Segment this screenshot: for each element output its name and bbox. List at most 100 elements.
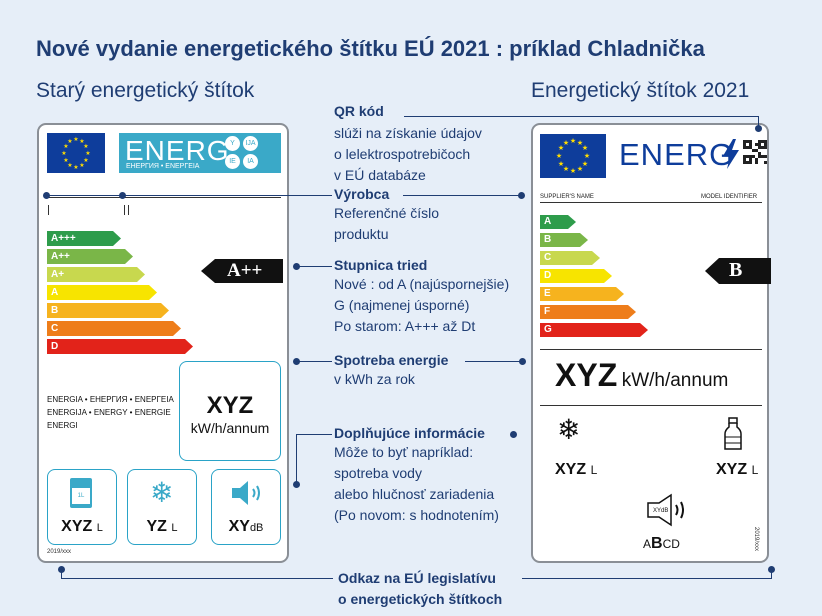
svg-text:★: ★ — [570, 167, 576, 175]
supplier-tick — [48, 205, 49, 215]
svg-text:★: ★ — [563, 165, 569, 173]
svg-text:★: ★ — [582, 160, 588, 168]
scale-class-label: A+ — [51, 269, 65, 280]
old-label-heading: Starý energetický štítok — [36, 79, 255, 102]
scale-bar-a: A — [540, 215, 576, 229]
lang-badge: Y — [225, 136, 240, 151]
old-consumption-value: XYZ — [206, 392, 254, 419]
noise-class-cd: CD — [662, 537, 680, 551]
scale-class-label: F — [544, 306, 551, 317]
milk-carton-icon: 1L — [70, 478, 92, 508]
unit: L — [171, 522, 178, 534]
callout-line: Nové : od A (najúspornejšie) — [334, 276, 510, 292]
value: XYZ — [555, 461, 587, 478]
callout-heading: Stupnica tried — [334, 257, 428, 273]
svg-text:★: ★ — [73, 164, 78, 171]
callout-line: Po starom: A+++ až Dt — [334, 318, 476, 334]
page-title: Nové vydanie energetického štítku EÚ 202… — [36, 36, 705, 61]
scale-class-label: B — [544, 234, 552, 245]
scale-class-label: A — [544, 216, 552, 227]
lightning-icon — [723, 139, 739, 175]
old-consumption-unit: kW/h/annum — [190, 420, 270, 436]
callout-qr: QR kód slúži na získanie údajov o lelekt… — [334, 103, 482, 186]
snowflake-icon: ❄ — [557, 414, 581, 445]
divider — [540, 405, 762, 406]
svg-text:★: ★ — [61, 150, 66, 157]
callout-heading: Doplňujúce informácie — [334, 425, 485, 441]
scale-bar-aplusplusplus: A+++ — [47, 231, 121, 246]
new-freezer-volume: XYZ L — [555, 461, 597, 479]
callout-line: o lelektrospotrebičoch — [334, 146, 471, 162]
old-noise-box: XYdB — [211, 469, 281, 545]
scale-bar-aplus: A+ — [47, 267, 145, 282]
svg-text:★: ★ — [63, 143, 68, 150]
callout-supplier: Výrobca Referenčné číslo produktu — [334, 186, 439, 245]
scale-class-label: C — [51, 323, 59, 334]
old-freezer-volume-box: ❄ YZ L — [127, 469, 197, 545]
scale-class-label: B — [51, 305, 59, 316]
new-fridge-volume: XYZ L — [716, 461, 758, 479]
scale-class-label: G — [544, 324, 552, 335]
energ-word: ENERG — [125, 135, 230, 166]
new-consumption: XYZ kW/h/annum — [555, 357, 728, 394]
energy-multilang-text: ENERGIA • ЕНЕРГИЯ • ΕΝΕΡΓΕΙΑ ENERGIJA • … — [47, 395, 174, 430]
scale-class-label: A+++ — [51, 233, 76, 244]
svg-text:★: ★ — [67, 138, 72, 145]
scale-class-label: A++ — [51, 251, 70, 262]
noise-class-selected: B — [651, 535, 663, 552]
scale-bar-e: E — [540, 287, 624, 301]
svg-text:★: ★ — [558, 160, 564, 168]
lang-badge: IE — [225, 154, 240, 169]
noise-small-value: XYdB — [653, 508, 669, 514]
svg-text:★: ★ — [584, 152, 590, 160]
svg-text:★: ★ — [63, 157, 68, 164]
old-energy-label: ★ ★ ★ ★ ★ ★ ★ ★ ★ ★ ★ ★ ENERG ЕНЕРГИЯ • ΕΝΕΡΓΕΙΑ… — [37, 123, 289, 563]
old-rating-arrow: A++ — [201, 259, 283, 283]
svg-text:★: ★ — [73, 136, 78, 143]
energ-word: ENERG — [619, 137, 735, 172]
callout-line: produktu — [334, 226, 389, 242]
scale-bar-c: C — [540, 251, 600, 265]
callout-heading: QR kód — [334, 103, 384, 119]
supplier-divider — [540, 202, 762, 203]
svg-text:★: ★ — [577, 139, 583, 147]
value: XYZ — [716, 461, 748, 478]
old-rating-value: A++ — [227, 260, 263, 281]
scale-bar-d: D — [47, 339, 193, 354]
energy-header: ENERG ЕНЕРГИЯ • ΕΝΕΡΓΕΙΑ Y IJA IE IA — [119, 133, 281, 173]
eu-flag-icon: ★ ★ ★ ★ ★ ★ ★ ★ ★ ★ ★ ★ — [540, 134, 606, 178]
new-label-heading: Energetický štítok 2021 — [531, 79, 750, 102]
svg-text:★: ★ — [570, 137, 576, 145]
eu-flag-icon: ★ ★ ★ ★ ★ ★ ★ ★ ★ ★ ★ ★ — [47, 133, 105, 173]
callout-line: slúži na získanie údajov — [334, 125, 482, 141]
old-fridge-volume-box: 1L XYZ L — [47, 469, 117, 545]
unit: dB — [249, 522, 264, 534]
svg-text:★: ★ — [563, 139, 569, 147]
qr-code-icon[interactable] — [743, 140, 767, 164]
callout-scale: Stupnica tried Nové : od A (najúspornejš… — [334, 257, 509, 337]
lang-badge: IA — [243, 154, 258, 169]
svg-text:★: ★ — [79, 162, 84, 169]
callout-legislation-line1: Odkaz na EÚ legislatívu — [338, 570, 496, 586]
model-tick — [128, 205, 129, 215]
scale-bar-a: A — [47, 285, 157, 300]
callout-line: v kWh za rok — [334, 371, 415, 387]
energ-subtitle: ЕНЕРГИЯ • ΕΝΕΡΓΕΙΑ — [126, 163, 200, 170]
scale-class-label: E — [544, 288, 551, 299]
scale-bar-d: D — [540, 269, 612, 283]
model-identifier: MODEL IDENTIFIER — [701, 194, 758, 200]
svg-text:★: ★ — [558, 144, 564, 152]
callout-line: v EÚ databáze — [334, 167, 426, 183]
scale-class-label: D — [51, 341, 59, 352]
new-energy-label: ★ ★ ★ ★ ★ ★ ★ ★ ★ ★ ★ ★ ENERG SUPPLIER'S NAME MO… — [531, 123, 771, 563]
unit: L — [751, 463, 759, 477]
scale-bar-b: B — [47, 303, 169, 318]
value: XY — [228, 518, 250, 535]
svg-text:★: ★ — [83, 157, 88, 164]
scale-bar-c: C — [47, 321, 181, 336]
scale-bar-f: F — [540, 305, 636, 319]
speaker-icon — [230, 480, 266, 511]
scale-bar-b: B — [540, 233, 588, 247]
lang-badge: IJA — [243, 136, 258, 151]
new-consumption-value: XYZ — [555, 357, 618, 393]
